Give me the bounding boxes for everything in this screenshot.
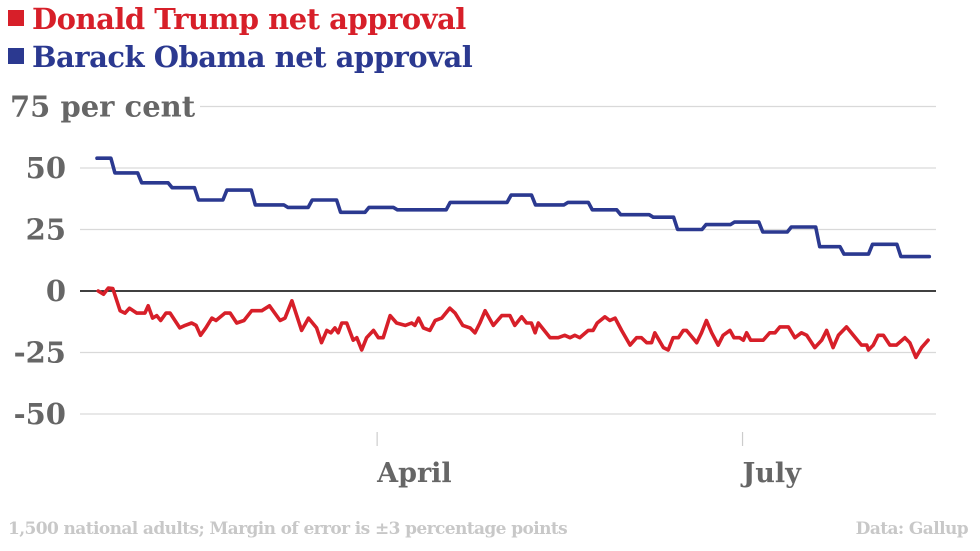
legend-swatch-red — [8, 10, 24, 26]
legend-label-obama: Barack Obama net approval — [32, 40, 473, 74]
legend-swatch-blue — [8, 48, 24, 64]
y-tick-label: 75 per cent — [10, 90, 196, 124]
footer-source: Data: Gallup — [855, 519, 969, 539]
y-tick-label: 50 — [26, 151, 66, 185]
y-tick-label: -25 — [14, 336, 66, 370]
series-line-trump — [96, 286, 930, 360]
y-tick-label: 25 — [26, 213, 66, 247]
footer-note: 1,500 national adults; Margin of error i… — [8, 519, 568, 539]
series-line-obama — [95, 156, 932, 259]
legend-label-trump: Donald Trump net approval — [32, 2, 466, 36]
legend-item-trump: Donald Trump net approval — [8, 2, 466, 36]
x-tick-label: April — [376, 458, 452, 489]
y-tick-label: -50 — [14, 397, 66, 431]
legend-item-obama: Barack Obama net approval — [8, 40, 473, 74]
x-tick-label: July — [741, 458, 803, 489]
y-tick-label: 0 — [46, 274, 66, 308]
